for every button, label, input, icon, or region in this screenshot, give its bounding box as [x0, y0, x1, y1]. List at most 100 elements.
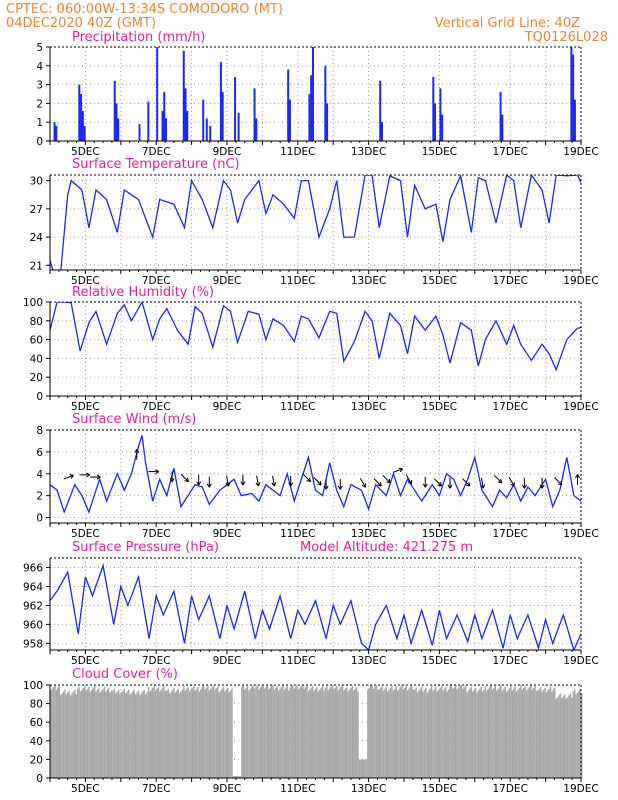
cloud-bar: [454, 685, 457, 778]
cloud-bar: [82, 687, 85, 778]
cloud-bar: [449, 685, 451, 778]
precip-bar: [186, 110, 189, 141]
cloud-bar: [452, 688, 454, 778]
y-tick-label: 20: [30, 372, 43, 384]
cloud-bar: [123, 688, 126, 778]
y-tick-label: 2: [36, 98, 43, 110]
wind-arrow: [508, 476, 515, 487]
cloud-bar: [130, 693, 133, 778]
precip-bar: [434, 103, 437, 141]
precip-bar: [209, 125, 212, 141]
cloud-bar: [514, 686, 516, 778]
wind-arrow: [392, 467, 404, 473]
cloud-bar: [344, 688, 346, 778]
cloud-bar: [374, 686, 376, 778]
wind-arrow-shaft: [313, 477, 322, 486]
wind-arrow-head: [557, 480, 563, 486]
x-tick-label: 15DEC: [422, 146, 457, 158]
cloud-bar: [327, 690, 329, 778]
cloud-bar: [508, 687, 511, 778]
cloud-bar: [442, 690, 444, 778]
cloud-bar: [321, 685, 324, 778]
cloud-bar: [279, 688, 281, 778]
cloud-bar: [501, 690, 504, 778]
y-tick-label: 27: [30, 204, 43, 216]
cloud-bar: [317, 691, 320, 778]
cloud-bar: [518, 687, 521, 778]
cloud-bar: [91, 689, 93, 778]
cloud-bar: [527, 688, 529, 778]
cloud-bar: [126, 691, 128, 778]
cloud-bar: [307, 691, 310, 778]
cloud-bar: [537, 690, 539, 778]
cloud-bar: [331, 685, 334, 778]
x-tick-label: 13DEC: [351, 655, 386, 667]
x-tick-label: 13DEC: [351, 783, 386, 795]
wind-arrow-shaft: [554, 477, 563, 486]
wind-arrow: [373, 478, 382, 487]
y-tick-label: 0: [36, 391, 43, 403]
cloud-bar: [222, 686, 225, 778]
cloud-bar: [106, 689, 109, 778]
y-tick-label: 80: [30, 699, 43, 711]
cloud-bar: [95, 691, 97, 778]
cloud-bar: [234, 776, 236, 778]
wind-arrow-head: [306, 477, 312, 483]
cloud-bar: [330, 686, 332, 778]
cloud-bar: [235, 776, 237, 778]
wind-arrow-head: [271, 482, 277, 487]
cloud-bar: [337, 690, 339, 778]
cloud-bar: [137, 690, 140, 778]
wind-arrow-shaft: [272, 475, 275, 487]
cloud-bar: [74, 689, 76, 778]
cloud-bar: [160, 689, 162, 778]
wind-arrow: [422, 476, 428, 488]
cloud-bar: [446, 691, 448, 778]
wind-arrow-head: [407, 479, 413, 485]
wind-arrow-shaft: [256, 475, 259, 487]
cloud-bar: [277, 690, 280, 778]
precip-bar: [163, 92, 166, 141]
y-tick-label: 100: [23, 297, 43, 309]
cloud-bar: [246, 685, 249, 778]
cloud-bar: [183, 685, 185, 778]
cloud-bar: [127, 689, 130, 778]
y-tick-label: 0: [36, 773, 43, 785]
wind-arrow-head: [422, 483, 428, 488]
cloud-bar: [79, 691, 82, 778]
cloud-bar: [227, 687, 229, 778]
cloud-bar: [559, 693, 562, 778]
cloud-bar: [576, 692, 579, 778]
y-tick-label: 40: [30, 353, 43, 365]
cloud-bar: [171, 689, 174, 778]
y-tick-label: 3: [36, 80, 43, 92]
cloud-bar: [571, 698, 573, 778]
y-tick-label: 21: [30, 260, 43, 272]
precip-bar: [55, 125, 58, 141]
panel-title-pressure: Surface Pressure (hPa): [72, 540, 219, 555]
cloud-bar: [388, 689, 390, 778]
cloud-bar: [132, 691, 134, 778]
cloud-bar: [505, 691, 508, 778]
cloud-bar: [149, 691, 151, 778]
cloud-bar: [269, 687, 271, 778]
x-tick-label: 19DEC: [563, 401, 598, 413]
cloud-bar: [202, 685, 205, 778]
wind-arrow: [134, 449, 140, 460]
wind-arrow-head: [521, 484, 527, 489]
cloud-bar: [266, 685, 269, 778]
cloud-bar: [328, 688, 331, 778]
cloud-bar: [256, 685, 259, 778]
cloud-bar: [204, 689, 206, 778]
cloud-bar: [231, 688, 233, 778]
cloud-bar: [548, 688, 550, 778]
cloud-bar: [96, 689, 99, 778]
cloud-bar: [348, 689, 351, 778]
precip-bar: [501, 114, 504, 141]
x-tick-label: 13DEC: [351, 401, 386, 413]
x-tick-label: 15DEC: [422, 655, 457, 667]
precip-bar: [165, 118, 168, 141]
cloud-bar: [437, 689, 440, 778]
wind-arrow-head: [225, 482, 231, 487]
cloud-bar: [433, 688, 436, 778]
